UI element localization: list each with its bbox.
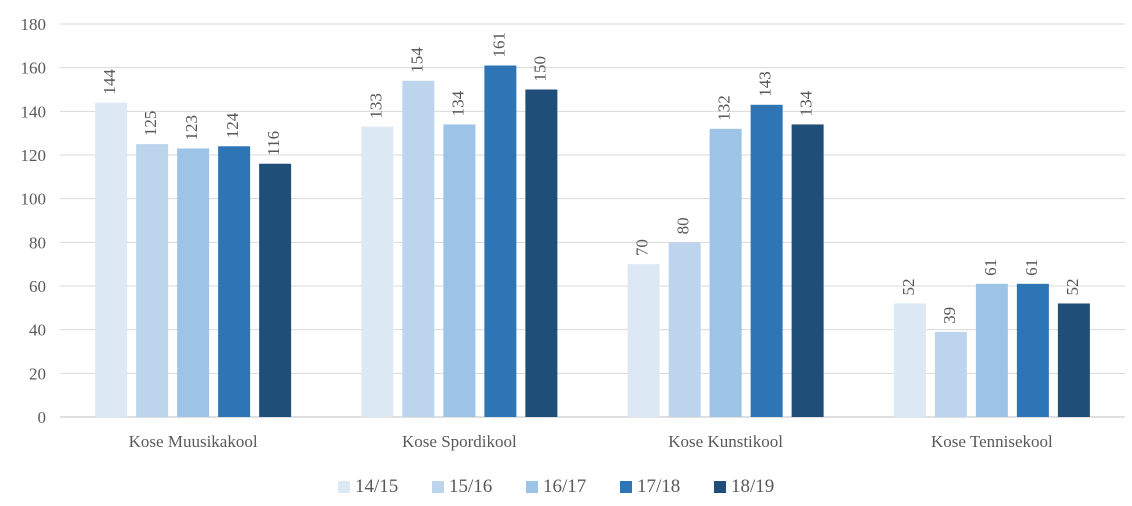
data-label: 133 xyxy=(366,93,385,119)
legend-swatch xyxy=(620,481,632,493)
data-label: 61 xyxy=(1022,259,1041,276)
bar xyxy=(934,331,967,417)
bar xyxy=(750,104,783,418)
data-label: 134 xyxy=(797,90,816,116)
data-label: 150 xyxy=(530,56,549,82)
bar xyxy=(668,242,701,417)
data-label: 124 xyxy=(223,112,242,138)
bar xyxy=(484,65,517,417)
y-tick-label: 120 xyxy=(21,146,47,165)
bar xyxy=(975,283,1008,417)
bar xyxy=(893,303,926,417)
y-tick-label: 0 xyxy=(38,408,47,427)
data-label: 52 xyxy=(899,278,918,295)
data-label: 52 xyxy=(1063,278,1082,295)
data-label: 134 xyxy=(448,90,467,116)
y-tick-label: 80 xyxy=(29,233,46,252)
legend-swatch xyxy=(526,481,538,493)
legend-swatch xyxy=(432,481,444,493)
legend: 14/15 15/16 16/17 17/18 18/19 xyxy=(338,476,774,497)
x-axis-categories: Kose Muusikakool Kose Spordikool Kose Kuns… xyxy=(129,432,1053,451)
bar xyxy=(218,146,251,417)
bar xyxy=(177,148,210,417)
y-tick-label: 40 xyxy=(29,321,46,340)
legend-label: 14/15 xyxy=(355,476,398,497)
data-label: 132 xyxy=(715,95,734,121)
data-label: 39 xyxy=(940,307,959,324)
legend-label: 16/17 xyxy=(543,476,586,497)
bar xyxy=(259,163,292,417)
bar xyxy=(136,144,169,418)
legend-swatch xyxy=(714,481,726,493)
legend-swatch xyxy=(338,481,350,493)
data-label: 61 xyxy=(981,259,1000,276)
data-label: 80 xyxy=(674,217,693,234)
bar xyxy=(443,124,476,417)
category-label: Kose Kunstikool xyxy=(668,432,783,451)
bar xyxy=(791,124,824,417)
data-label: 125 xyxy=(141,111,160,137)
data-label: 161 xyxy=(489,32,508,58)
legend-label: 15/16 xyxy=(449,476,492,497)
bar xyxy=(1057,303,1090,417)
legend-label: 18/19 xyxy=(731,476,774,497)
y-tick-label: 60 xyxy=(29,277,46,296)
data-label: 154 xyxy=(407,47,426,73)
data-label: 70 xyxy=(633,239,652,256)
data-label: 116 xyxy=(264,131,283,156)
data-label: 143 xyxy=(756,71,775,97)
data-labels: 144 125 123 124 116 133 154 134 161 150 70 80 132 143… xyxy=(100,32,1082,324)
category-label: Kose Tennisekool xyxy=(931,432,1053,451)
bar xyxy=(709,128,742,418)
bar xyxy=(525,89,558,417)
bar xyxy=(95,102,128,417)
category-label: Kose Spordikool xyxy=(402,432,517,451)
y-tick-label: 20 xyxy=(29,364,46,383)
y-tick-label: 160 xyxy=(21,59,47,78)
data-label: 123 xyxy=(182,115,201,141)
bar xyxy=(627,264,660,417)
bar xyxy=(361,126,394,417)
bars xyxy=(95,65,1090,418)
data-label: 144 xyxy=(100,69,119,95)
y-tick-label: 100 xyxy=(21,190,47,209)
y-tick-label: 140 xyxy=(21,102,47,121)
y-tick-label: 180 xyxy=(21,15,47,34)
legend-label: 17/18 xyxy=(637,476,680,497)
y-axis-ticks: 0 20 40 60 80 100 120 140 160 180 xyxy=(21,15,47,427)
bar xyxy=(402,80,435,418)
bar xyxy=(1016,283,1049,417)
category-label: Kose Muusikakool xyxy=(129,432,258,451)
